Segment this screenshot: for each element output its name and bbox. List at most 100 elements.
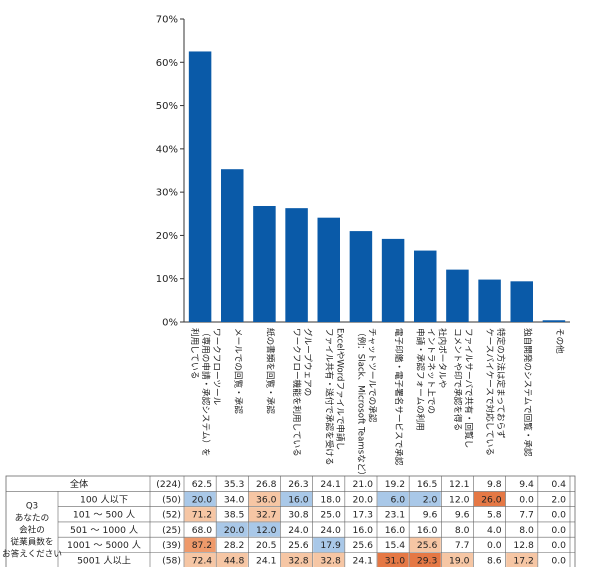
category-label: 紙の書類を回覧・承認	[264, 328, 276, 414]
table-cell-value: 25.6	[288, 540, 309, 551]
table-cell-value: 9.6	[455, 510, 470, 521]
table-cell-value: 24.0	[288, 525, 309, 536]
table-cell-value: 25.6	[353, 540, 374, 551]
y-tick-label: 70%	[156, 15, 178, 26]
bar	[188, 51, 212, 322]
table-cell-value: 0.4	[551, 479, 566, 490]
bar	[510, 281, 533, 322]
bar-series	[188, 51, 566, 322]
category-label-line: 社内ポータルや	[436, 328, 448, 388]
y-tick-label: 30%	[156, 188, 178, 199]
category-label-line: チャットツールでの承認	[366, 328, 378, 423]
bar	[446, 269, 469, 322]
category-label-line: （例：Slack、Microsoft Teamsなど）	[355, 328, 367, 480]
table-row-label: 5001 人以上	[77, 555, 131, 566]
table-row-n: (25)	[162, 525, 181, 536]
table-cell-value: 35.3	[224, 479, 245, 490]
table-cell-highlight	[184, 537, 216, 552]
table-cell-value: 26.0	[481, 494, 502, 505]
chart-axes: 0% 10% 20% 30% 40% 50% 60% 70%	[156, 15, 570, 329]
table-cell-highlight	[313, 537, 345, 552]
category-label-line: 独自開発のシステムで回覧・承認	[522, 328, 534, 457]
table-row-n: (224)	[156, 479, 181, 490]
table-cell-highlight	[441, 553, 473, 568]
table-cell-value: 9.6	[423, 510, 438, 521]
table-cell-value: 12.1	[449, 479, 469, 490]
table-cell-value: 12.0	[256, 525, 277, 536]
question-label: 会社の	[19, 524, 45, 536]
category-label-line: グループウェアの	[302, 328, 314, 396]
table-cell-value: 8.0	[455, 525, 470, 536]
category-label-line: ファイル共有・送付で承認を受ける	[323, 328, 335, 466]
table-cell-value: 16.0	[385, 525, 406, 536]
table-cell-value: 34.0	[224, 494, 245, 505]
table-cell-value: 7.7	[455, 540, 470, 551]
table-cell-value: 25.6	[417, 540, 438, 551]
table-cell-value: 26.3	[288, 479, 309, 490]
table-cell-value: 12.8	[513, 540, 534, 551]
table-cell-value: 20.0	[224, 525, 245, 536]
category-label-line: イントラネット上での	[425, 328, 436, 414]
table-cell-value: 24.1	[256, 555, 276, 566]
table-cell-highlight	[184, 553, 216, 568]
table-cell-highlight	[248, 491, 280, 507]
table-cell-value: 0.0	[551, 510, 566, 521]
category-label: 電子印鑑・電子署名サービスで承認	[393, 328, 405, 466]
category-label: メールでの回覧・承認	[232, 328, 244, 414]
table-cell-value: 24.1	[353, 555, 373, 566]
table-cell-value: 12.0	[449, 494, 470, 505]
table-cell-value: 6.0	[391, 494, 406, 505]
table-cell-value: 32.8	[320, 555, 341, 566]
table-cell-value: 62.5	[192, 479, 213, 490]
table-cell-value: 17.2	[513, 555, 533, 566]
table-cell-highlight	[216, 553, 248, 568]
bar	[542, 320, 566, 322]
table-row-label: 101 ～ 500 人	[73, 510, 135, 521]
category-label-line: その他	[554, 328, 566, 354]
bar	[221, 169, 244, 322]
y-tick-label: 0%	[162, 318, 178, 329]
table-cell-value: 0.0	[519, 494, 534, 505]
table-cell-value: 9.4	[519, 479, 534, 490]
table-cell-value: 19.2	[385, 479, 405, 490]
table-cell-value: 30.8	[288, 510, 309, 521]
table-row-n: (50)	[162, 494, 181, 505]
table-cell-value: 0.0	[551, 525, 566, 536]
table-cell-highlight	[248, 507, 280, 522]
category-label-line: 紙の書類を回覧・承認	[264, 328, 276, 414]
y-tick-label: 40%	[156, 144, 178, 155]
bar	[317, 217, 340, 322]
table-cell-value: 15.4	[385, 540, 406, 551]
table-cell-value: 24.0	[320, 525, 341, 536]
table-cell-value: 20.0	[192, 494, 213, 505]
table-cell-value: 16.0	[288, 494, 309, 505]
table-row-n: (52)	[162, 510, 181, 521]
table-cell-value: 16.0	[353, 525, 374, 536]
category-label-line: ワークフローツール	[211, 328, 222, 406]
table-cell-highlight	[409, 491, 441, 507]
bar	[349, 231, 373, 322]
table-cell-value: 38.5	[224, 510, 245, 521]
category-label-line: 電子印鑑・電子署名サービスで承認	[393, 328, 405, 466]
category-label: 独自開発のシステムで回覧・承認	[522, 328, 534, 457]
table-cell-highlight	[313, 553, 345, 568]
table-cell-value: 29.3	[417, 555, 438, 566]
question-label: 従業員数を	[11, 536, 54, 548]
table-cell-value: 7.7	[519, 510, 534, 521]
table-cell-highlight	[409, 553, 441, 568]
table-cell-value: 32.8	[288, 555, 309, 566]
bar	[381, 238, 405, 322]
table-cell-value: 32.7	[256, 510, 277, 521]
category-label-line: ワークフロー機能を利用している	[291, 328, 303, 457]
table-row-label: 100 人以下	[80, 494, 128, 505]
table-cell-value: 17.3	[353, 510, 374, 521]
bar	[478, 279, 501, 322]
table-cell-value: 16.5	[417, 479, 438, 490]
table-cell-value: 87.2	[192, 540, 212, 551]
table-cell-value: 68.0	[192, 525, 213, 536]
category-label: その他	[554, 328, 566, 354]
